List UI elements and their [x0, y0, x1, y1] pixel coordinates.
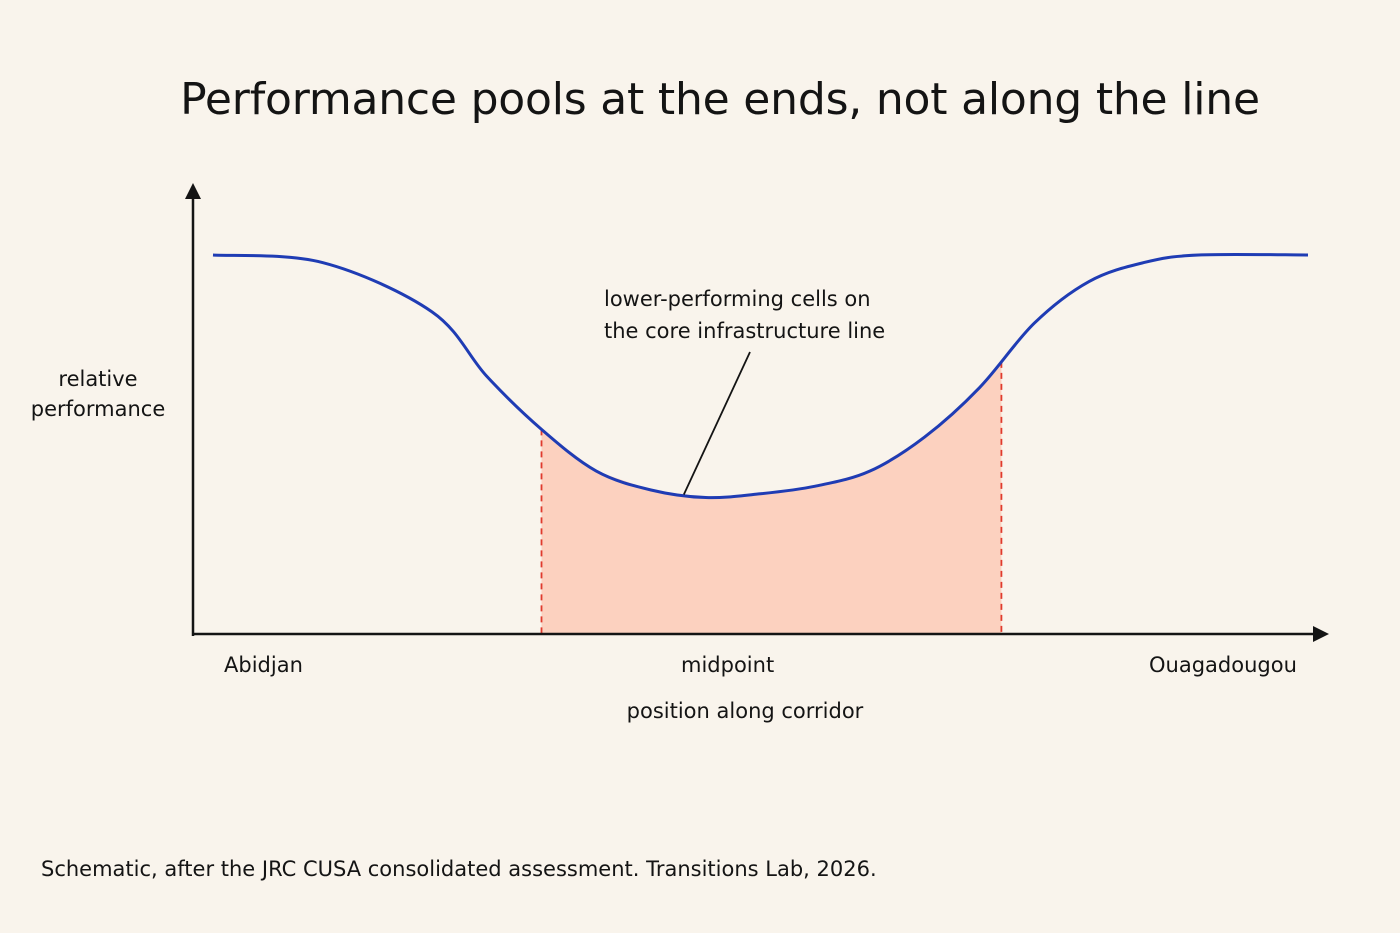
y-axis-label: relative performance: [12, 364, 184, 424]
source-caption: Schematic, after the JRC CUSA consolidat…: [41, 857, 877, 881]
x-axis-arrow: [1313, 626, 1329, 642]
performance-curve: [212, 252, 1309, 500]
x-tick-abidjan: Abidjan: [224, 653, 303, 677]
x-tick-midpoint: midpoint: [681, 653, 775, 677]
annotation-line-1: lower-performing cells on: [604, 287, 871, 311]
highlight-annotation: lower-performing cells on the core infra…: [604, 283, 885, 347]
y-axis-arrow: [185, 183, 201, 199]
highlight-region: [541, 361, 1002, 634]
annotation-leader-line: [683, 351, 751, 495]
x-axis-label: position along corridor: [626, 699, 864, 723]
chart-title: Performance pools at the ends, not along…: [180, 74, 1260, 125]
x-tick-ouagadougou: Ouagadougou: [1149, 653, 1297, 677]
y-axis-label-line-2: performance: [30, 397, 166, 421]
y-axis-label-line-1: relative: [58, 367, 138, 391]
annotation-line-2: the core infrastructure line: [604, 319, 886, 343]
